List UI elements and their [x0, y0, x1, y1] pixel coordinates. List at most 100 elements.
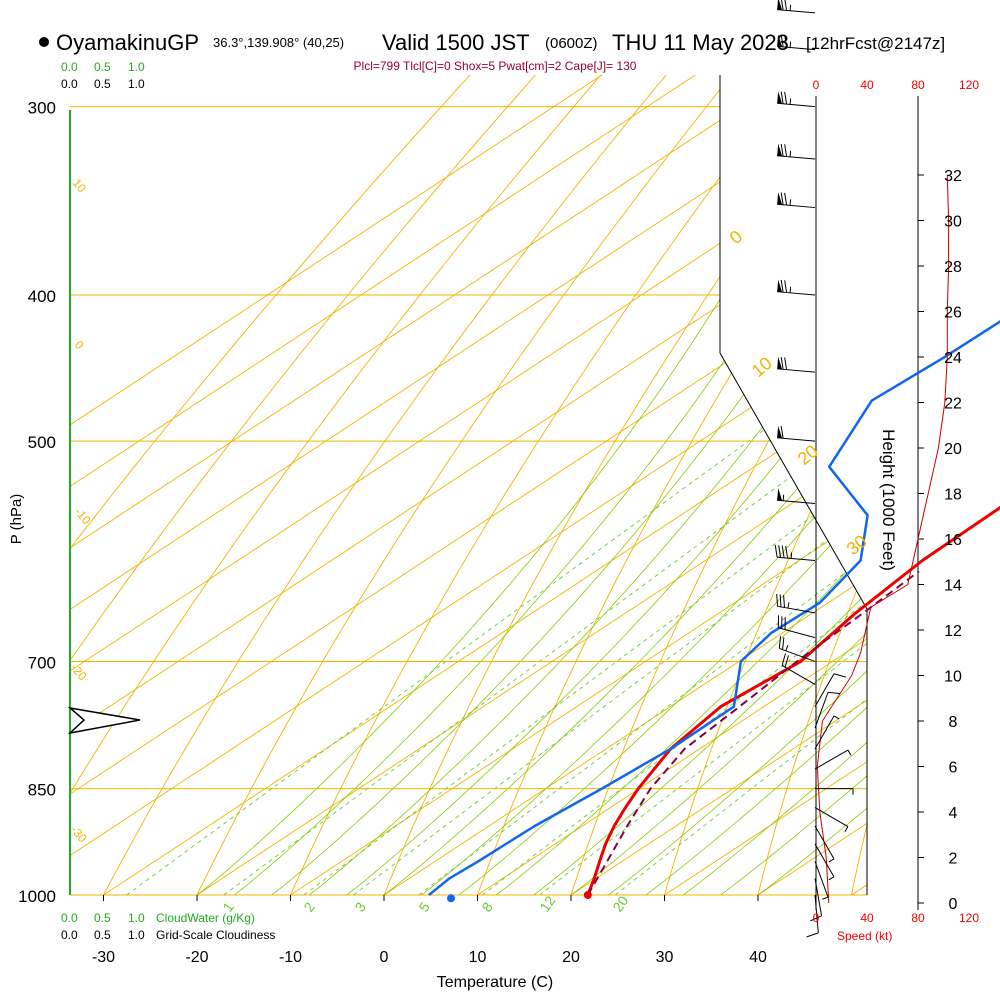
wind-barb-staff [814, 715, 835, 750]
wind-barb-feather [780, 91, 784, 104]
isotherm-line [664, 75, 867, 895]
height-tick-label: 8 [949, 714, 958, 731]
wind-barb-staff [814, 894, 819, 933]
pressure-tick-label: 1000 [18, 887, 56, 906]
wind-barb-staff [777, 437, 816, 442]
top-scale-green-1: 0.5 [94, 60, 111, 74]
cloudwater-label: CloudWater (g/Kg) [156, 911, 255, 925]
speed-tick-bottom-2: 80 [911, 911, 925, 925]
sounding-indices: Plcl=799 Tlcl[C]=0 Shox=5 Pwat[cm]=2 Cap… [354, 59, 637, 73]
surface-dewpoint-point [447, 894, 456, 903]
mixing-ratio-line [539, 294, 867, 895]
wind-barb-staff [814, 825, 835, 860]
dry-adiabat-line [86, 75, 764, 895]
height-tick-label: 24 [944, 350, 962, 367]
wind-barb [814, 673, 847, 707]
isotherm-line [477, 75, 867, 895]
mixing-ratio-line [614, 294, 867, 895]
wind-barb [777, 91, 816, 108]
wind-barb-feather [782, 637, 785, 650]
wind-barb-half-feather [785, 645, 789, 652]
wind-barb-feather [784, 0, 788, 11]
wind-barb-half-feather [844, 826, 849, 833]
wind-barb [777, 488, 816, 505]
wind-barb-staff [814, 807, 849, 827]
wind-barb-staff [777, 368, 816, 373]
wind-barb [814, 807, 849, 833]
x-tick-label: 0 [380, 949, 389, 966]
moist-adiabat-line [308, 75, 867, 895]
speed-tick-bottom-1: 40 [860, 911, 874, 925]
height-tick-label: 6 [949, 760, 958, 777]
mixing-ratio-label: 20 [609, 893, 631, 915]
wind-barb-flag [777, 356, 783, 370]
wind-barb-half-feather [833, 715, 840, 720]
wind-barb-feather [781, 545, 785, 558]
moist-adiabat-line [271, 75, 867, 895]
wind-barb-half-feather [787, 602, 790, 609]
wind-barb-flag [777, 143, 783, 157]
wind-barb-feather [779, 594, 782, 607]
dry-adiabat-line [181, 75, 826, 895]
station-dot-icon [39, 37, 49, 47]
bottom-scale-black-0: 0.0 [61, 928, 78, 942]
wind-barb-staff [778, 627, 816, 639]
wind-barb-staff [777, 45, 816, 51]
text-layer: OyamakinuGP 36.3°,139.908° (40,25) Valid… [8, 30, 979, 991]
surface-temperature-point [583, 891, 592, 899]
wind-barb-staff [781, 664, 816, 685]
isotherm-line [70, 75, 867, 895]
pressure-tick-label: 400 [28, 287, 56, 306]
moist-adiabat-line [383, 75, 867, 895]
x-tick-label: -30 [92, 949, 115, 966]
grid-clipped [70, 75, 867, 895]
wind-barb [810, 878, 823, 922]
wind-barb-staff [814, 673, 835, 707]
dry-adiabat-edge-label: -30 [68, 823, 90, 846]
wind-barb-flag [777, 34, 783, 47]
speed-label: Speed (kt) [837, 929, 892, 943]
grid-layer [69, 75, 924, 910]
wind-barb-half-feather [789, 98, 792, 105]
isotherm-line [290, 75, 867, 895]
valid-date: THU 11 May 2023 [612, 30, 789, 55]
wind-barb [778, 636, 816, 662]
wind-barb [781, 653, 816, 685]
cloudiness-label: Grid-Scale Cloudiness [156, 928, 275, 942]
moist-adiabat-line [495, 75, 867, 895]
wind-barb-feather [784, 34, 788, 48]
x-tick-label: -10 [279, 949, 302, 966]
isotherm-line [196, 75, 867, 895]
height-tick-label: 0 [949, 896, 958, 913]
top-scale-black-1: 0.5 [94, 77, 111, 91]
wind-barb-staff [777, 9, 816, 14]
mixing-ratio-line [303, 294, 867, 895]
isotherm-line [70, 75, 867, 895]
wind-barb [777, 143, 816, 160]
wind-barb-feather [780, 279, 784, 293]
isotherm-line [570, 75, 867, 895]
wind-barb [814, 861, 829, 900]
pressure-tick-label: 700 [28, 653, 56, 672]
wind-barb-feather [781, 653, 786, 666]
speed-tick-top-2: 80 [911, 78, 925, 92]
wind-barb-staff [814, 878, 823, 916]
wind-barb [814, 843, 835, 881]
dry-adiabat-edge-label: 10 [70, 176, 90, 195]
mixing-ratio-label: 2 [300, 899, 318, 915]
dry-adiabat-line [70, 75, 639, 895]
bottom-scale-black-2: 1.0 [128, 928, 145, 942]
wind-barb-feather [780, 192, 784, 205]
moist-adiabat-line [458, 75, 867, 895]
wind-barb-feather [784, 655, 790, 668]
wind-barb [814, 691, 841, 729]
pressure-tick-label: 300 [28, 99, 56, 118]
valid-time: Valid 1500 JST [382, 30, 530, 55]
dry-adiabat-line [750, 75, 867, 895]
wind-barb-feather [785, 545, 789, 559]
wind-barb-feather [778, 545, 782, 558]
wind-barb-feather [776, 593, 779, 607]
x-axis-label: Temperature (C) [437, 974, 553, 991]
